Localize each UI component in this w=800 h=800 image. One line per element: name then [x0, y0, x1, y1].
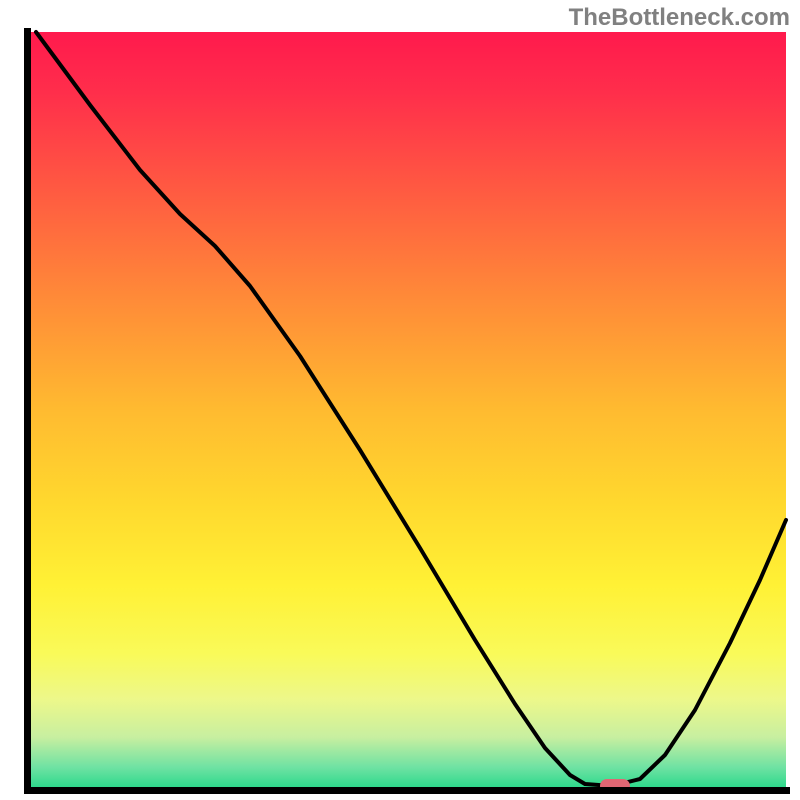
plot-background-gradient	[28, 32, 786, 790]
x-axis-line	[24, 787, 790, 794]
watermark-label: TheBottleneck.com	[569, 4, 790, 32]
y-axis-line	[24, 28, 31, 794]
